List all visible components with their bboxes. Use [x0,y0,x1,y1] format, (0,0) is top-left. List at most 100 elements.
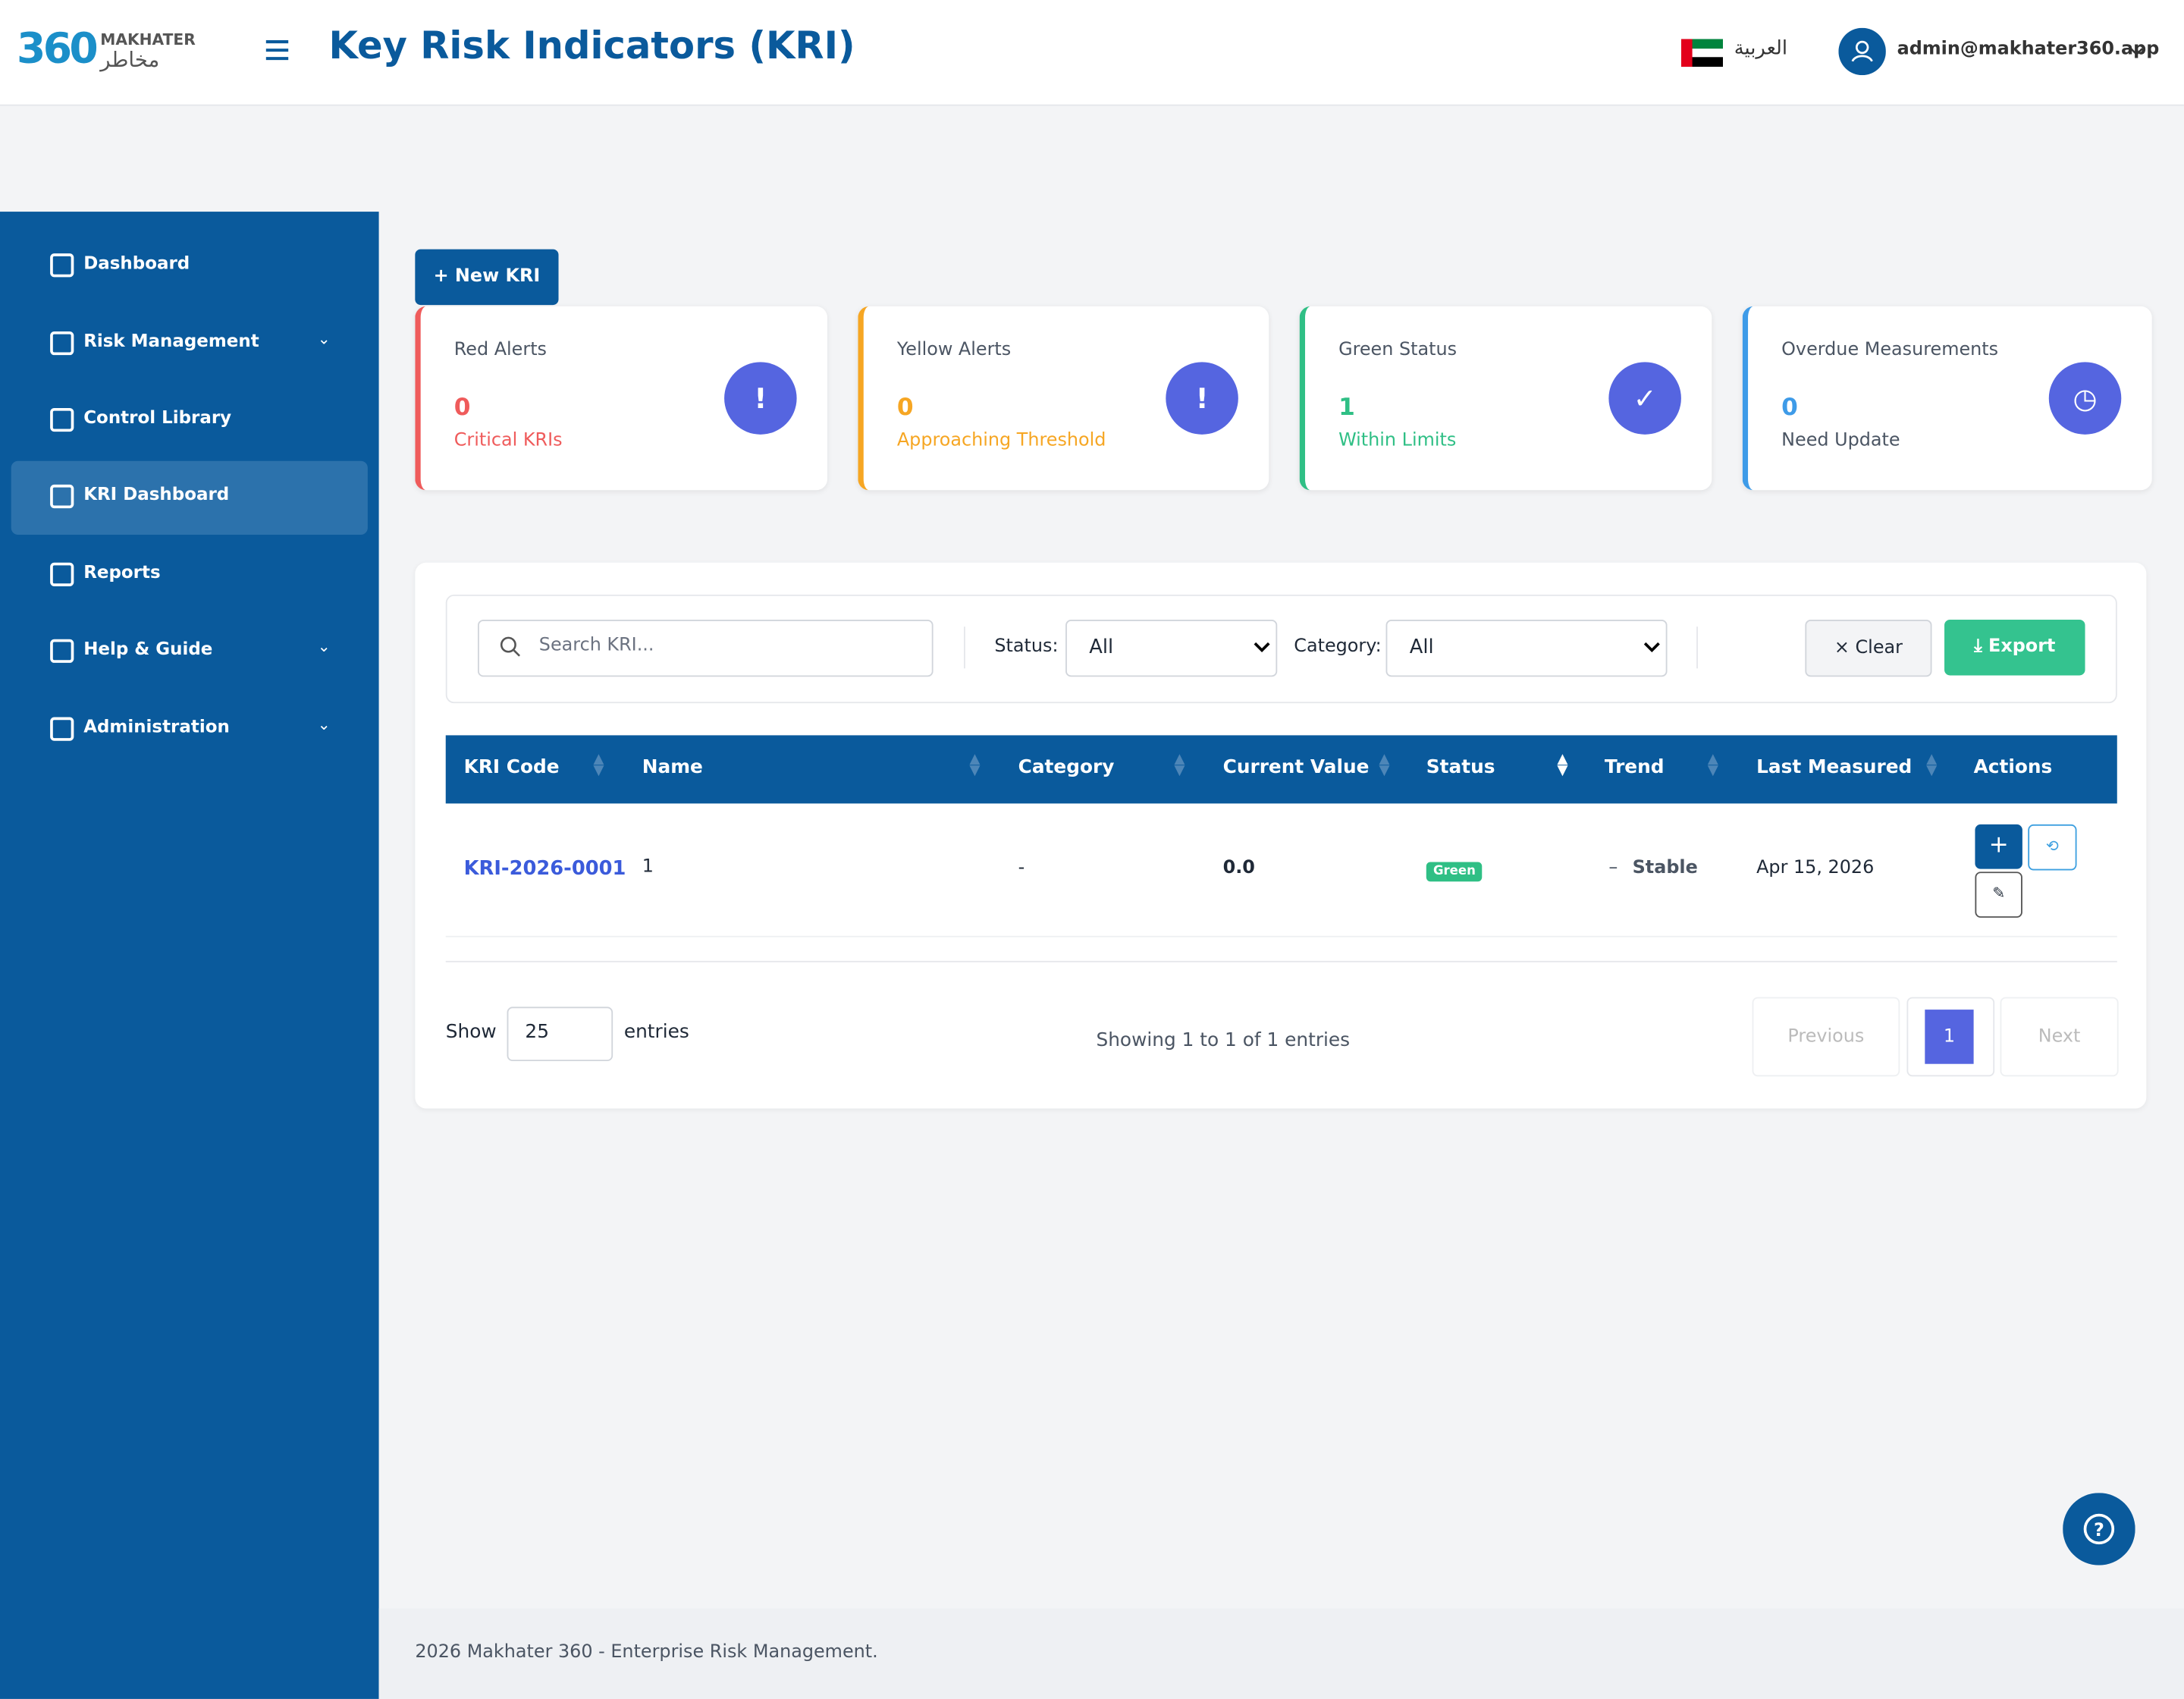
column-header[interactable]: Name [642,755,703,779]
user-menu[interactable]: admin@makhater360.app [1897,39,2160,60]
sort-icon: ▲ ▼ [593,752,604,779]
nav-chevron: ⌄ [317,330,331,348]
category-value: All [1409,636,1434,659]
card-subtitle: Approaching Threshold [896,430,1106,451]
sidebar [0,212,379,1699]
new-kri-button[interactable]: + New KRI [415,249,559,306]
nav-item[interactable]: KRI Dashboard [83,483,230,504]
flag[interactable] [1680,39,1723,68]
nav-item[interactable]: Risk Management [83,330,259,351]
button-text: Export [1988,636,2056,658]
kri-link[interactable]: KRI-2026-0001 [463,857,626,881]
column-header[interactable]: KRI Code [463,755,560,779]
status-badge: Green [1426,862,1483,882]
page-size: 25 [525,1020,550,1044]
card-title: Overdue Measurements [1781,339,1999,361]
card-value: 0 [453,394,471,422]
nav-icon [50,562,74,586]
help-button[interactable]: ? [2063,1493,2135,1566]
footer [378,1608,2184,1699]
user-avatar[interactable] [1838,27,1886,76]
nav-chevron: ⌄ [317,715,331,734]
column-header[interactable]: Status [1426,755,1495,779]
page-size-select[interactable] [507,1007,613,1062]
column-header[interactable]: Current Value [1222,755,1370,779]
svg-text:?: ? [2094,1519,2104,1540]
category-label: Category: [1294,636,1382,658]
language-switch[interactable]: العربية [1734,37,1787,60]
page-info: Showing 1 to 1 of 1 entries [1096,1029,1351,1052]
card-subtitle: Critical KRIs [453,430,563,451]
table-header [445,735,2117,804]
kpi-card: Overdue Measurements 0 Need Update ◷ [1742,306,2152,491]
logo-text: MAKHATER [100,30,196,49]
card-icon: ! [1166,362,1238,435]
page-title: Key Risk Indicators (KRI) [328,25,855,68]
card-value: 0 [1781,394,1798,422]
sort-icon: ▲ ▼ [969,752,981,779]
top-bar [0,0,2184,106]
search-placeholder: Search KRI... [538,635,654,656]
chevron [1254,642,1270,653]
trend-icon: – [1608,857,1618,879]
card-icon: ◷ [2048,362,2122,435]
status-select[interactable] [1065,620,1278,677]
cell: Apr 15, 2026 [1756,857,1875,879]
search-icon [500,636,520,657]
sort-icon: ▲ ▼ [1707,752,1718,779]
edit-button[interactable]: ✎ [1975,871,2022,918]
show-label: Show [445,1020,497,1044]
nav-icon [50,407,74,432]
card-icon: ! [724,362,797,435]
card-subtitle: Within Limits [1338,430,1457,451]
export-button[interactable]: ⤓ Export [1944,620,2085,676]
card-value: 0 [896,394,914,422]
sort-icon: ▲ ▼ [1174,752,1185,779]
add-measurement-button[interactable]: + [1975,824,2022,869]
page-button[interactable]: 1 [1925,1010,1974,1064]
nav-icon [50,253,74,278]
entries-label: entries [623,1020,689,1044]
nav-item[interactable]: Administration [83,715,230,737]
category-select[interactable] [1385,620,1668,677]
kpi-card: Green Status 1 Within Limits ✓ [1299,306,1712,491]
button-text: New KRI [454,265,541,287]
nav-icon [50,331,74,356]
column-header: Actions [1973,755,2053,779]
status-value: All [1089,636,1114,659]
clear-button[interactable]: × Clear [1805,620,1932,677]
logo-arabic: مخاطر [100,47,160,73]
cell: - [1018,857,1025,879]
menu-toggle[interactable] [265,39,290,61]
next-button[interactable]: Next [2000,997,2119,1077]
nav-item[interactable]: Help & Guide [83,637,213,659]
nav-icon [50,717,74,741]
card-title: Green Status [1338,339,1458,361]
divider [963,627,965,669]
nav-item[interactable]: Control Library [83,407,232,428]
active-item [11,460,368,535]
column-header[interactable]: Trend [1604,755,1665,779]
column-header[interactable]: Last Measured [1756,755,1913,779]
previous-button[interactable]: Previous [1752,997,1900,1077]
status-label: Status: [994,636,1059,658]
footer-text: 2026 Makhater 360 - Enterprise Risk Mana… [415,1641,878,1663]
card-subtitle: Need Update [1781,430,1900,451]
nav-item[interactable]: Reports [83,561,161,583]
chevron [2130,48,2143,56]
cell: 0.0 [1222,857,1255,879]
divider [1696,627,1698,669]
sort-icon: ▲ ▼ [1926,752,1938,779]
card-title: Yellow Alerts [896,339,1012,361]
nav-item[interactable]: Dashboard [83,252,190,273]
column-header[interactable]: Category [1018,755,1115,779]
sort-icon: ▲ ▼ [1557,752,1568,779]
kpi-card: Yellow Alerts 0 Approaching Threshold! [858,306,1269,491]
nav-icon [50,639,74,663]
search-input[interactable] [477,620,934,677]
history-button[interactable]: ⟲ [2028,824,2077,871]
card-value: 1 [1338,394,1355,422]
button-text: Clear [1855,637,1903,659]
